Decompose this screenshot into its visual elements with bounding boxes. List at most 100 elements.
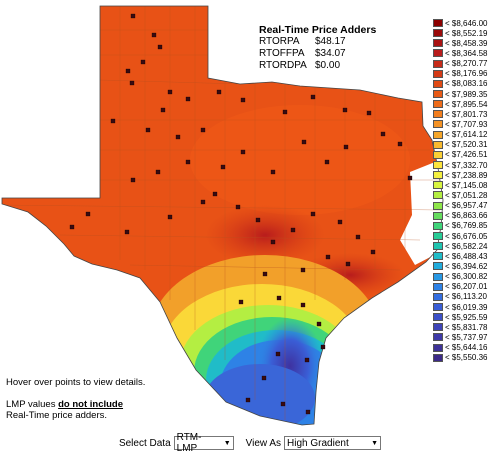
legend-item: < $8,646.00 xyxy=(433,18,487,28)
hover-hint: Hover over points to view details. xyxy=(6,377,146,388)
legend-label: < $8,270.77 xyxy=(445,59,488,69)
legend-label: < $6,488.43 xyxy=(445,251,488,261)
legend-item: < $5,737.97 xyxy=(433,332,487,342)
legend-label: < $7,051.28 xyxy=(445,190,488,200)
legend-swatch xyxy=(433,292,443,301)
legend-label: < $7,614.12 xyxy=(445,130,488,140)
legend-item: < $5,644.16 xyxy=(433,343,487,353)
legend-label: < $8,458.39 xyxy=(445,38,488,48)
adder-value: $48.17 xyxy=(315,36,346,47)
price-adders-panel: Real-Time Price Adders RTORPA $48.17 RTO… xyxy=(259,24,376,72)
legend-item: < $7,707.93 xyxy=(433,119,487,129)
adder-row: RTOFFPA $34.07 xyxy=(259,48,376,60)
legend-swatch xyxy=(433,282,443,291)
adder-key: RTORDPA xyxy=(259,60,307,71)
legend-label: < $7,238.89 xyxy=(445,170,488,180)
legend-swatch xyxy=(433,211,443,220)
legend-swatch xyxy=(433,353,443,362)
legend-item: < $8,270.77 xyxy=(433,59,487,69)
legend-item: < $7,895.54 xyxy=(433,99,487,109)
price-legend: < $8,646.00 < $8,552.19 < $8,458.39 < $8,36… xyxy=(433,18,487,363)
legend-item: < $6,394.62 xyxy=(433,261,487,271)
legend-swatch xyxy=(433,120,443,129)
legend-label: < $6,019.39 xyxy=(445,302,488,312)
legend-swatch xyxy=(433,39,443,48)
legend-label: < $8,552.19 xyxy=(445,28,488,38)
legend-item: < $8,458.39 xyxy=(433,38,487,48)
adder-row: RTORPA $48.17 xyxy=(259,36,376,48)
legend-item: < $6,676.05 xyxy=(433,231,487,241)
price-adders-title: Real-Time Price Adders xyxy=(259,24,377,36)
legend-label: < $5,644.16 xyxy=(445,343,488,353)
legend-item: < $6,207.01 xyxy=(433,282,487,292)
lmp-note-prefix: LMP values xyxy=(6,399,59,410)
legend-item: < $7,520.31 xyxy=(433,140,487,150)
legend-swatch xyxy=(433,69,443,78)
legend-item: < $8,364.58 xyxy=(433,48,487,58)
legend-item: < $7,145.08 xyxy=(433,180,487,190)
legend-label: < $6,207.01 xyxy=(445,282,488,292)
legend-label: < $7,426.51 xyxy=(445,150,488,160)
select-data-dropdown[interactable]: RTM-LMP ▼ xyxy=(173,432,234,454)
legend-swatch xyxy=(433,110,443,119)
legend-label: < $5,831.78 xyxy=(445,322,488,332)
legend-item: < $5,925.59 xyxy=(433,312,487,322)
legend-item: < $7,614.12 xyxy=(433,130,487,140)
view-as-label: View As xyxy=(245,437,282,449)
legend-swatch xyxy=(433,130,443,139)
legend-item: < $8,176.96 xyxy=(433,69,487,79)
chevron-down-icon: ▼ xyxy=(371,439,379,447)
lmp-note-emphasis: do not include xyxy=(58,399,124,410)
help-text: Hover over points to view details. LMP v… xyxy=(6,377,145,421)
legend-swatch xyxy=(433,201,443,210)
legend-label: < $5,925.59 xyxy=(445,312,488,322)
legend-swatch xyxy=(433,171,443,180)
legend-label: < $7,520.31 xyxy=(445,140,488,150)
adder-value: $0.00 xyxy=(315,60,341,71)
legend-swatch xyxy=(433,100,443,109)
select-data-value: RTM-LMP xyxy=(176,432,202,454)
legend-label: < $7,989.35 xyxy=(445,89,488,99)
legend-swatch xyxy=(433,333,443,342)
adder-value: $34.07 xyxy=(315,48,346,59)
legend-swatch xyxy=(433,272,443,281)
legend-swatch xyxy=(433,191,443,200)
legend-swatch xyxy=(433,323,443,332)
legend-label: < $7,332.70 xyxy=(445,160,488,170)
legend-label: < $8,176.96 xyxy=(445,69,488,79)
legend-swatch xyxy=(433,242,443,251)
view-as-value: High Gradient xyxy=(287,437,349,449)
legend-item: < $7,238.89 xyxy=(433,170,487,180)
legend-swatch xyxy=(433,262,443,271)
legend-label: < $5,550.36 xyxy=(445,353,488,363)
legend-item: < $7,051.28 xyxy=(433,190,487,200)
legend-label: < $5,737.97 xyxy=(445,332,488,342)
legend-swatch xyxy=(433,150,443,159)
legend-item: < $7,801.73 xyxy=(433,109,487,119)
legend-item: < $8,552.19 xyxy=(433,28,487,38)
legend-label: < $6,300.82 xyxy=(445,272,488,282)
view-as-dropdown[interactable]: High Gradient ▼ xyxy=(284,436,382,450)
controls-bar: Select Data RTM-LMP ▼ View As High Gradi… xyxy=(0,432,500,454)
legend-swatch xyxy=(433,303,443,311)
legend-item: < $7,332.70 xyxy=(433,160,487,170)
legend-label: < $8,364.58 xyxy=(445,48,488,58)
legend-label: < $6,863.66 xyxy=(445,211,488,221)
legend-swatch xyxy=(433,59,443,68)
select-data-label: Select Data xyxy=(118,437,171,449)
legend-item: < $6,300.82 xyxy=(433,272,487,282)
legend-item: < $6,957.47 xyxy=(433,201,487,211)
legend-label: < $6,769.85 xyxy=(445,221,488,231)
legend-label: < $7,707.93 xyxy=(445,119,488,129)
legend-label: < $7,895.54 xyxy=(445,99,488,109)
legend-swatch xyxy=(433,29,443,38)
legend-label: < $8,646.00 xyxy=(445,18,488,28)
legend-item: < $7,426.51 xyxy=(433,150,487,160)
legend-label: < $6,957.47 xyxy=(445,201,488,211)
legend-item: < $5,550.36 xyxy=(433,353,487,363)
legend-item: < $5,831.78 xyxy=(433,322,487,332)
adder-row: RTORDPA $0.00 xyxy=(259,60,376,72)
legend-swatch xyxy=(433,79,443,88)
lmp-note-suffix: Real-Time price adders. xyxy=(6,410,108,421)
legend-swatch xyxy=(433,181,443,190)
